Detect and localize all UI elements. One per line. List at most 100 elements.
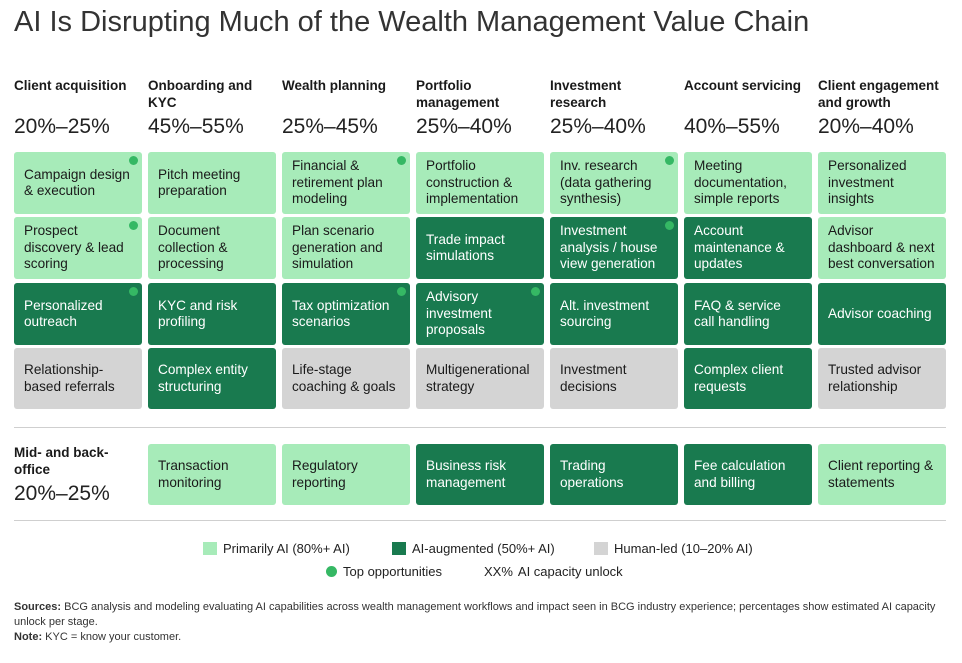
stage-heading-client-engagement-and-growth: Client engagement and growth bbox=[818, 78, 939, 110]
workflow-label: KYC and risk profiling bbox=[158, 297, 238, 330]
legend-augmented: AI-augmented (50%+ AI) bbox=[392, 541, 555, 556]
legend-human-label: Human-led (10–20% AI) bbox=[614, 541, 753, 556]
sources-text: BCG analysis and modeling evaluating AI … bbox=[14, 601, 936, 628]
chart-title: AI Is Disrupting Much of the Wealth Mana… bbox=[14, 6, 810, 38]
stage-pct-investment-research: 25%–40% bbox=[550, 115, 646, 138]
sources-label: Sources: bbox=[14, 601, 62, 613]
workflow-label: Trade impact simulations bbox=[426, 231, 505, 264]
top-opportunity-dot-icon bbox=[531, 287, 540, 296]
workflow-cell: Campaign design & execution bbox=[14, 152, 142, 214]
workflow-cell: Trusted advisor relationship bbox=[818, 348, 946, 409]
workflow-cell: Investment decisions bbox=[550, 348, 678, 409]
stage-pct-onboarding-and-kyc: 45%–55% bbox=[148, 115, 244, 138]
legend-primary-label: Primarily AI (80%+ AI) bbox=[223, 541, 350, 556]
legend-top: Top opportunities bbox=[326, 564, 442, 579]
workflow-cell: Portfolio construction & implementation bbox=[416, 152, 544, 214]
workflow-label: Prospect discovery & lead scoring bbox=[24, 223, 124, 272]
mid-office-cell: Business risk management bbox=[416, 444, 544, 505]
workflow-cell: Account maintenance & updates bbox=[684, 217, 812, 279]
workflow-label: Campaign design & execution bbox=[24, 166, 130, 199]
workflow-label: Meeting documentation, simple reports bbox=[694, 158, 787, 207]
legend-unlock-label: AI capacity unlock bbox=[517, 564, 623, 579]
workflow-label: Advisor dashboard & next best conversati… bbox=[828, 223, 935, 272]
workflow-cell: Inv. research (data gathering synthesis) bbox=[550, 152, 678, 214]
workflow-label: Trusted advisor relationship bbox=[828, 362, 922, 394]
workflow-label: Complex entity structuring bbox=[158, 362, 248, 394]
stage-pct-account-servicing: 40%–55% bbox=[684, 115, 780, 138]
workflow-label: Fee calculation and billing bbox=[694, 458, 786, 490]
stage-pct-portfolio-management: 25%–40% bbox=[416, 115, 512, 138]
workflow-cell: Alt. investment sourcing bbox=[550, 283, 678, 345]
workflow-label: Personalized outreach bbox=[24, 297, 103, 330]
workflow-cell: Multigenerational strategy bbox=[416, 348, 544, 409]
workflow-cell: Personalized investment insights bbox=[818, 152, 946, 214]
workflow-label: Plan scenario generation and simulation bbox=[292, 223, 383, 272]
top-opportunity-dot-icon bbox=[129, 156, 138, 165]
workflow-cell: Life-stage coaching & goals bbox=[282, 348, 410, 409]
workflow-label: Portfolio construction & implementation bbox=[426, 158, 519, 207]
top-opportunity-dot-icon bbox=[397, 287, 406, 296]
legend-human: Human-led (10–20% AI) bbox=[594, 541, 753, 556]
legend-primary-swatch bbox=[203, 542, 217, 555]
stage-heading-portfolio-management: Portfolio management bbox=[416, 78, 500, 110]
workflow-label: FAQ & service call handling bbox=[694, 297, 781, 330]
workflow-label: Transaction monitoring bbox=[158, 458, 229, 490]
workflow-cell: Pitch meeting preparation bbox=[148, 152, 276, 214]
workflow-label: Business risk management bbox=[426, 458, 507, 490]
note-text: KYC = know your customer. bbox=[45, 631, 182, 643]
stage-heading-account-servicing: Account servicing bbox=[684, 78, 802, 93]
workflow-cell: Relationship-based referrals bbox=[14, 348, 142, 409]
mid-office-pct: 20%–25% bbox=[14, 482, 110, 505]
workflow-cell: Document collection & processing bbox=[148, 217, 276, 279]
workflow-label: Investment decisions bbox=[560, 362, 627, 394]
mid-office-cell: Regulatory reporting bbox=[282, 444, 410, 505]
stage-heading-client-acquisition: Client acquisition bbox=[14, 78, 127, 93]
workflow-label: Client reporting & statements bbox=[828, 458, 934, 490]
footnotes: Sources: BCG analysis and modeling evalu… bbox=[14, 600, 944, 645]
stage-heading-wealth-planning: Wealth planning bbox=[282, 78, 386, 93]
workflow-cell: KYC and risk profiling bbox=[148, 283, 276, 345]
workflow-label: Financial & retirement plan modeling bbox=[292, 158, 383, 207]
legend-top-label: Top opportunities bbox=[343, 564, 443, 579]
workflow-cell: Investment analysis / house view generat… bbox=[550, 217, 678, 279]
workflow-label: Investment analysis / house view generat… bbox=[560, 223, 658, 272]
workflow-cell: Plan scenario generation and simulation bbox=[282, 217, 410, 279]
workflow-cell: Financial & retirement plan modeling bbox=[282, 152, 410, 214]
workflow-cell: Advisor coaching bbox=[818, 283, 946, 345]
workflow-label: Multigenerational strategy bbox=[426, 362, 530, 394]
top-opportunity-dot-icon bbox=[665, 156, 674, 165]
workflow-cell: Personalized outreach bbox=[14, 283, 142, 345]
stage-pct-client-acquisition: 20%–25% bbox=[14, 115, 110, 138]
mid-office-heading: Mid- and back-office bbox=[14, 445, 109, 477]
workflow-label: Advisor coaching bbox=[828, 305, 932, 321]
workflow-label: Document collection & processing bbox=[158, 223, 228, 272]
workflow-cell: FAQ & service call handling bbox=[684, 283, 812, 345]
stage-pct-wealth-planning: 25%–45% bbox=[282, 115, 378, 138]
workflow-label: Life-stage coaching & goals bbox=[292, 362, 396, 394]
workflow-label: Account maintenance & updates bbox=[694, 223, 785, 272]
top-opportunity-dot-icon bbox=[397, 156, 406, 165]
workflow-label: Alt. investment sourcing bbox=[560, 297, 650, 330]
workflow-cell: Complex client requests bbox=[684, 348, 812, 409]
legend-human-swatch bbox=[594, 542, 608, 555]
workflow-label: Personalized investment insights bbox=[828, 158, 907, 207]
stage-heading-onboarding-and-kyc: Onboarding and KYC bbox=[148, 78, 253, 110]
legend-primary: Primarily AI (80%+ AI) bbox=[203, 541, 350, 556]
legend-unlock: XX% AI capacity unlock bbox=[484, 564, 623, 579]
workflow-cell: Complex entity structuring bbox=[148, 348, 276, 409]
legend-unlock-key: XX% bbox=[484, 564, 513, 579]
workflow-label: Relationship-based referrals bbox=[24, 362, 115, 394]
workflow-cell: Meeting documentation, simple reports bbox=[684, 152, 812, 214]
legend-augmented-swatch bbox=[392, 542, 406, 555]
note-label: Note: bbox=[14, 631, 43, 643]
stage-pct-client-engagement-and-growth: 20%–40% bbox=[818, 115, 914, 138]
workflow-cell: Prospect discovery & lead scoring bbox=[14, 217, 142, 279]
top-opportunity-dot-icon bbox=[665, 221, 674, 230]
top-opportunity-dot-icon bbox=[129, 287, 138, 296]
workflow-label: Inv. research (data gathering synthesis) bbox=[560, 158, 652, 207]
workflow-label: Pitch meeting preparation bbox=[158, 166, 241, 199]
workflow-label: Trading operations bbox=[560, 458, 624, 490]
top-opportunity-dot-icon bbox=[326, 566, 337, 577]
mid-office-cell: Trading operations bbox=[550, 444, 678, 505]
workflow-cell: Trade impact simulations bbox=[416, 217, 544, 279]
